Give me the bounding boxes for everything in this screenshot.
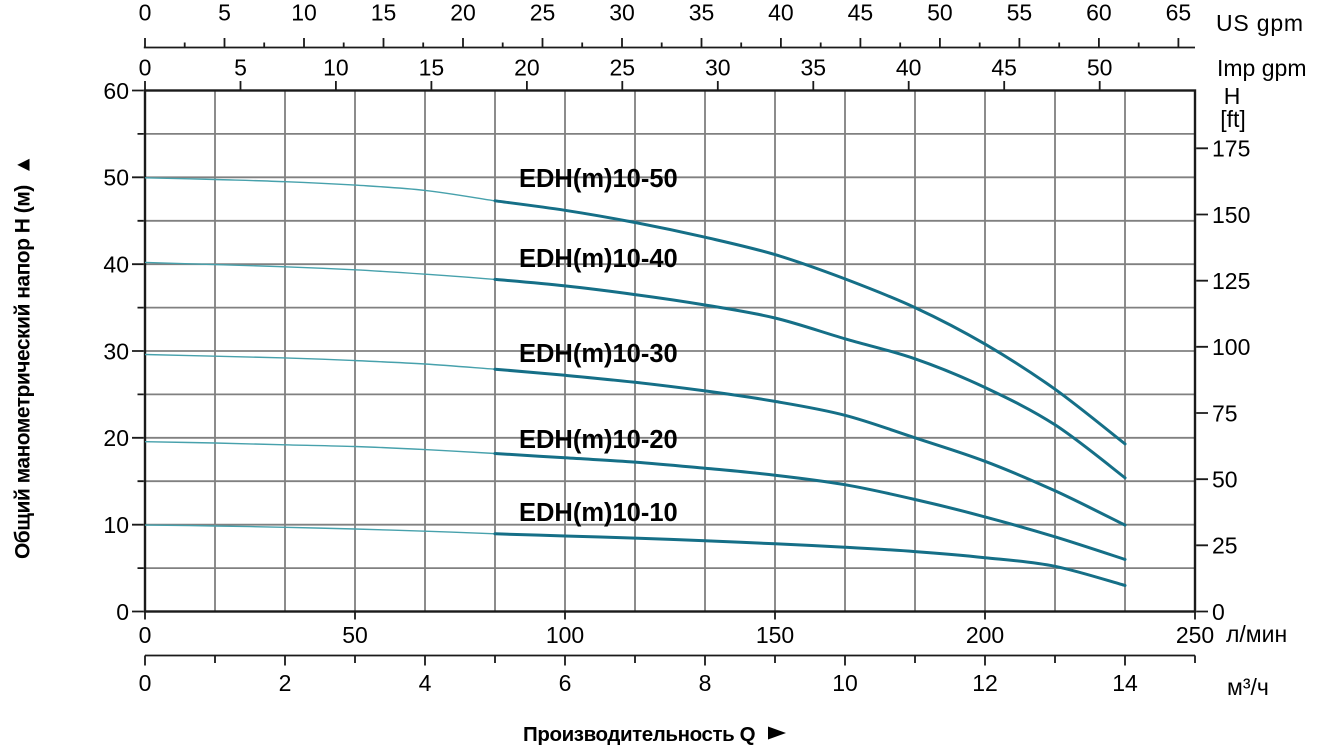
svg-text:US gpm: US gpm	[1216, 10, 1304, 36]
svg-text:л/мин: л/мин	[1226, 621, 1287, 647]
svg-text:150: 150	[1212, 202, 1250, 228]
svg-text:40: 40	[896, 55, 922, 81]
svg-text:0: 0	[1212, 599, 1225, 625]
svg-text:10: 10	[103, 512, 129, 538]
svg-text:175: 175	[1212, 136, 1250, 162]
svg-text:50: 50	[1212, 467, 1238, 493]
svg-text:30: 30	[705, 55, 731, 81]
svg-text:Общий манометрический напор H: Общий манометрический напор H (м) ▲	[12, 155, 35, 559]
svg-text:5: 5	[234, 55, 247, 81]
svg-text:EDH(m)10-10: EDH(m)10-10	[519, 499, 678, 527]
svg-text:45: 45	[991, 55, 1017, 81]
svg-text:150: 150	[756, 622, 794, 648]
svg-text:6: 6	[559, 670, 572, 696]
svg-text:40: 40	[768, 0, 794, 26]
svg-text:0: 0	[139, 55, 152, 81]
svg-text:8: 8	[699, 670, 712, 696]
svg-text:100: 100	[1212, 334, 1250, 360]
svg-text:0: 0	[139, 622, 152, 648]
svg-text:5: 5	[218, 0, 231, 26]
svg-text:EDH(m)10-20: EDH(m)10-20	[519, 426, 678, 454]
svg-text:50: 50	[342, 622, 368, 648]
svg-text:50: 50	[1087, 55, 1113, 81]
svg-text:15: 15	[371, 0, 397, 26]
svg-text:10: 10	[832, 670, 858, 696]
svg-text:100: 100	[546, 622, 584, 648]
svg-text:Imp gpm: Imp gpm	[1217, 55, 1306, 81]
svg-text:20: 20	[103, 425, 129, 451]
svg-text:м³/ч: м³/ч	[1227, 674, 1269, 700]
svg-text:14: 14	[1112, 670, 1138, 696]
svg-text:EDH(m)10-50: EDH(m)10-50	[519, 165, 678, 193]
svg-text:40: 40	[103, 252, 129, 278]
svg-text:0: 0	[116, 599, 129, 625]
svg-text:250: 250	[1176, 622, 1214, 648]
svg-text:45: 45	[848, 0, 874, 26]
svg-text:10: 10	[323, 55, 349, 81]
svg-text:60: 60	[103, 78, 129, 104]
svg-text:55: 55	[1007, 0, 1033, 26]
svg-text:35: 35	[801, 55, 827, 81]
svg-text:60: 60	[1086, 0, 1112, 26]
svg-text:50: 50	[103, 165, 129, 191]
svg-text:35: 35	[689, 0, 715, 26]
svg-text:20: 20	[450, 0, 476, 26]
svg-text:EDH(m)10-40: EDH(m)10-40	[519, 245, 678, 273]
svg-text:12: 12	[972, 670, 998, 696]
svg-text:75: 75	[1212, 400, 1238, 426]
svg-text:EDH(m)10-30: EDH(m)10-30	[519, 340, 678, 368]
svg-text:50: 50	[927, 0, 953, 26]
svg-text:20: 20	[514, 55, 540, 81]
svg-text:0: 0	[139, 670, 152, 696]
svg-text:200: 200	[966, 622, 1004, 648]
svg-text:10: 10	[291, 0, 317, 26]
svg-text:2: 2	[279, 670, 292, 696]
svg-text:25: 25	[1212, 533, 1238, 559]
svg-text:65: 65	[1166, 0, 1192, 26]
svg-text:0: 0	[139, 0, 152, 26]
svg-text:30: 30	[609, 0, 635, 26]
svg-text:125: 125	[1212, 268, 1250, 294]
svg-text:H: H	[1224, 83, 1241, 109]
svg-text:30: 30	[103, 338, 129, 364]
svg-text:25: 25	[530, 0, 556, 26]
svg-text:[ft]: [ft]	[1220, 106, 1246, 132]
svg-text:Производительность Q: Производительность Q	[523, 723, 756, 746]
svg-text:15: 15	[419, 55, 445, 81]
svg-text:4: 4	[419, 670, 432, 696]
svg-text:25: 25	[610, 55, 636, 81]
